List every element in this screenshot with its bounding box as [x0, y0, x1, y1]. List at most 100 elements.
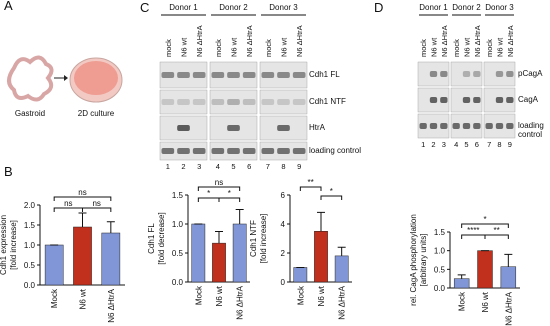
x-tick-label: N6 ΔHtrA [236, 285, 245, 319]
x-tick-label: N6 wt [481, 291, 490, 312]
significance-bracket [484, 234, 509, 239]
lane-label: mock [264, 39, 273, 57]
y-axis-label: Cdh1 expression [0, 215, 8, 275]
panel-label: C [140, 0, 149, 15]
blot-band [192, 99, 206, 105]
significance-label: * [207, 189, 210, 198]
blot-strip [209, 115, 258, 141]
blot-band [211, 72, 225, 78]
blot-strip [259, 61, 308, 89]
bar [293, 267, 308, 283]
y-tick-label: 1.5 [172, 191, 184, 200]
blot-band [506, 123, 514, 129]
lane-number: 6 [475, 140, 479, 149]
donor-label: Donor 1 [419, 3, 448, 12]
lane-label: mock [214, 39, 223, 57]
blot-strip [209, 61, 258, 89]
y-tick-label: 1.0 [434, 247, 446, 256]
bar [453, 278, 470, 289]
y-axis-label: [fold decrease] [157, 212, 166, 264]
blot-band [242, 148, 256, 154]
lane-label: N6 ΔHtrA [473, 25, 482, 57]
blot-band [161, 148, 175, 154]
bar [44, 244, 64, 286]
blot-strip [417, 113, 450, 139]
y-tick-label: 0.0 [172, 278, 184, 287]
lane-label: mock [164, 39, 173, 57]
x-tick-label: N6 ΔHtrA [504, 291, 513, 325]
y-axis-label: Cdh1 NTF [249, 220, 258, 257]
blot-band [452, 123, 460, 129]
illustration-label: Gastroid [15, 109, 45, 118]
lane-label: N6 wt [463, 37, 472, 57]
bar [73, 226, 92, 286]
significance-label: **** [467, 226, 479, 235]
blot-strip [159, 89, 208, 115]
lane-number: 3 [197, 162, 201, 171]
blot-band [192, 72, 206, 78]
lane-label: N6 ΔHtrA [245, 25, 254, 57]
blot-band [227, 148, 240, 154]
y-tick-label: 0 [281, 278, 286, 287]
y-tick-label: 6 [281, 191, 286, 200]
band-label: Cdh1 NTF [309, 97, 346, 106]
y-tick-label: 1.0 [172, 220, 184, 229]
blot-band [161, 72, 175, 78]
lane-number: 5 [464, 140, 468, 149]
lane-number: 3 [442, 140, 446, 149]
blot-strip [483, 87, 516, 113]
lane-number: 8 [281, 162, 285, 171]
blot-band [192, 148, 206, 154]
donor-label: Donor 3 [269, 3, 298, 12]
blot-band [473, 97, 481, 103]
significance-label: * [483, 215, 486, 224]
lane-label: N6 ΔHtrA [295, 25, 304, 57]
y-axis-label: Cdh1 FL [147, 223, 156, 254]
y-tick-label: 0.5 [172, 249, 184, 258]
blot-band [506, 97, 514, 103]
blot-band [242, 72, 256, 78]
lane-number: 7 [266, 162, 270, 171]
lane-label: N6 wt [280, 37, 289, 57]
blot-strip [483, 61, 516, 87]
x-tick-label: N6 ΔHtrA [338, 285, 347, 319]
error-bar [317, 211, 325, 232]
blot-strip [259, 89, 308, 115]
lane-label: N6 wt [180, 37, 189, 57]
lane-number: 1 [166, 162, 170, 171]
blot-strip [417, 87, 450, 113]
blot-band [227, 72, 240, 78]
significance-label: ns [64, 199, 72, 208]
y-tick-label: 0.5 [24, 261, 36, 270]
significance-bracket [218, 197, 241, 202]
lane-number: 4 [216, 162, 220, 171]
blot-strip [259, 141, 308, 161]
blot-band [506, 71, 514, 77]
error-bar [78, 212, 87, 227]
error-bar [106, 221, 115, 233]
blot-band [177, 72, 190, 78]
bar [477, 250, 493, 289]
blot-band [261, 148, 275, 154]
bar [232, 223, 247, 283]
blot-band [462, 71, 471, 77]
error-bar [457, 274, 466, 279]
significance-label: ** [308, 178, 314, 187]
band-label: pCagA [518, 69, 543, 78]
bar [314, 231, 328, 283]
gastroid-illustration [7, 55, 123, 103]
blot-strip [483, 113, 516, 139]
blot-band [429, 71, 438, 77]
significance-bracket [53, 196, 112, 201]
significance-bracket [461, 234, 486, 239]
y-tick-label: 1.5 [24, 221, 36, 230]
blot-band [462, 97, 471, 103]
y-tick-label: 1.0 [24, 241, 36, 250]
bar [212, 242, 226, 283]
significance-bracket [82, 207, 112, 212]
x-tick-label: N6 wt [215, 285, 224, 306]
blot-strip [159, 61, 208, 89]
significance-label: ns [215, 178, 223, 187]
